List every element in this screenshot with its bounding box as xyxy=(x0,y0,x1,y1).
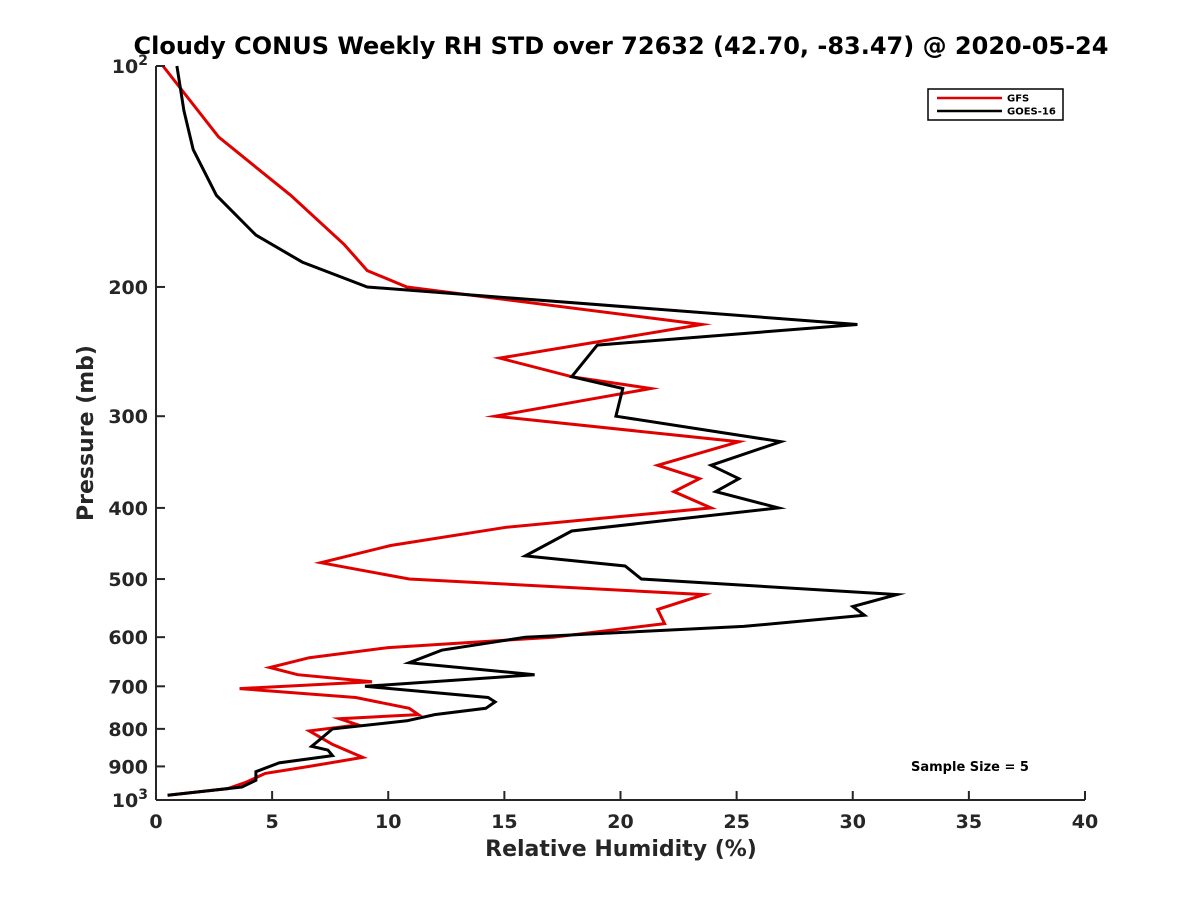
x-tick-label: 20 xyxy=(607,811,633,833)
y-axis-label: Pressure (mb) xyxy=(74,345,99,521)
x-tick-label: 0 xyxy=(149,811,162,833)
x-tick-label: 25 xyxy=(723,811,749,833)
axes-layer: 0 5 10 15 20 25 30 35 40 102 200 300 400 500 600 700 800… xyxy=(108,53,1098,833)
sample-size-annotation: Sample Size = 5 xyxy=(911,760,1029,775)
x-tick-label: 40 xyxy=(1072,811,1098,833)
x-tick-label: 10 xyxy=(375,811,401,833)
chart-title: Cloudy CONUS Weekly RH STD over 72632 (4… xyxy=(134,32,1109,60)
y-tick-label: 500 xyxy=(108,569,148,591)
series-layer xyxy=(161,65,907,797)
legend: GFS GOES-16 xyxy=(927,88,1064,121)
y-tick-label: 300 xyxy=(108,406,148,428)
y-tick-label: 200 xyxy=(108,277,148,299)
y-tick-label: 103 xyxy=(112,787,148,812)
y-tick-label: 900 xyxy=(108,756,148,778)
x-tick-label: 30 xyxy=(840,811,866,833)
legend-box xyxy=(927,88,1064,121)
legend-label-gfs: GFS xyxy=(1007,94,1029,105)
x-axis-label: Relative Humidity (%) xyxy=(485,837,757,862)
series-line-gfs xyxy=(161,65,747,797)
y-tick-label: 600 xyxy=(108,627,148,649)
legend-label-goes16: GOES-16 xyxy=(1007,107,1056,118)
y-tick-label: 102 xyxy=(112,53,148,78)
y-tick-label: 400 xyxy=(108,498,148,520)
x-tick-label: 35 xyxy=(956,811,982,833)
y-tick-label: 800 xyxy=(108,719,148,741)
series-line-goes16 xyxy=(167,65,907,797)
x-tick-label: 5 xyxy=(266,811,279,833)
x-tick-label: 15 xyxy=(491,811,517,833)
y-tick-label: 700 xyxy=(108,676,148,698)
